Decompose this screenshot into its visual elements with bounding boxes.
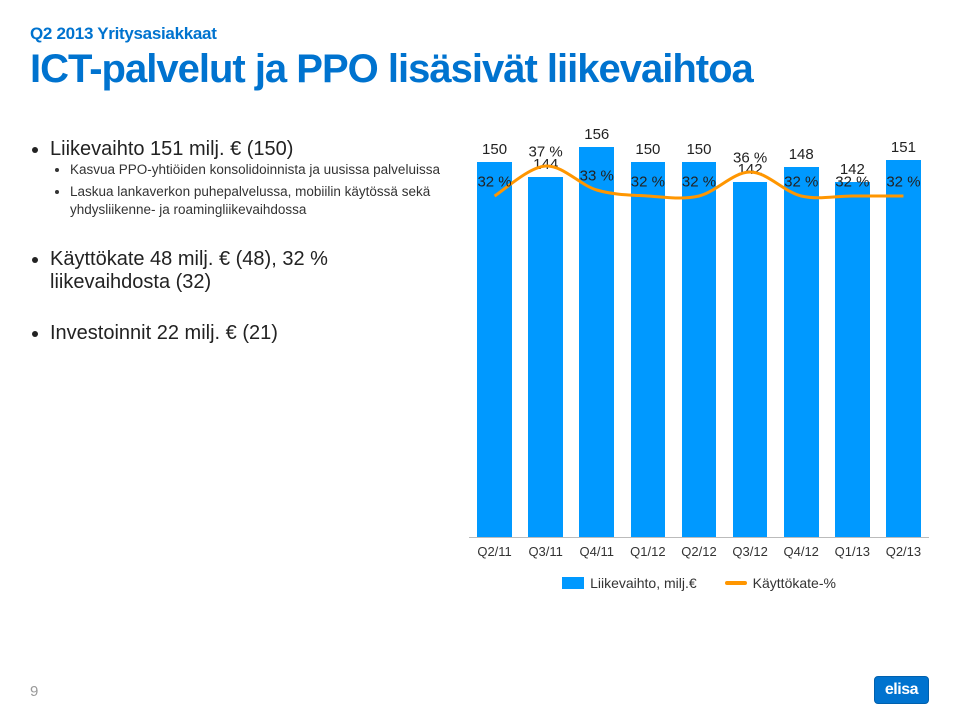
bar: 150	[631, 162, 666, 537]
elisa-logo: elisa	[874, 676, 929, 704]
x-tick: Q4/11	[571, 544, 622, 559]
x-tick: Q2/13	[878, 544, 929, 559]
legend-line-label: Käyttökate-%	[753, 575, 836, 591]
bullets: Liikevaihto 151 milj. € (150) Kasvua PPO…	[30, 138, 449, 591]
legend-line-swatch	[725, 581, 747, 585]
bullet-1-sub-1: Kasvua PPO-yhtiöiden konsolidoinnista ja…	[70, 161, 449, 179]
x-tick: Q4/12	[776, 544, 827, 559]
bar: 148	[784, 167, 819, 537]
bar: 142	[835, 182, 870, 537]
bar-label: 151	[886, 139, 921, 156]
bullet-1-sub-2: Laskua lankaverkon puhepalvelussa, mobii…	[70, 183, 449, 219]
bullet-2: Käyttökate 48 milj. € (48), 32 % liikeva…	[50, 248, 449, 294]
legend-bar: Liikevaihto, milj.€	[562, 575, 697, 591]
bar: 151	[886, 160, 921, 538]
title: ICT-palvelut ja PPO lisäsivät liikevaiht…	[30, 48, 929, 90]
bar: 142	[733, 182, 768, 537]
bar-label: 156	[579, 126, 614, 143]
bar-label: 150	[682, 141, 717, 158]
x-tick: Q2/12	[673, 544, 724, 559]
bar: 156	[579, 147, 614, 537]
x-tick: Q3/11	[520, 544, 571, 559]
x-tick: Q3/12	[725, 544, 776, 559]
bar-label: 150	[477, 141, 512, 158]
pct-label: 37 %	[529, 143, 563, 160]
x-tick: Q2/11	[469, 544, 520, 559]
bar: 144	[528, 177, 563, 537]
slide: Q2 2013 Yritysasiakkaat ICT-palvelut ja …	[0, 0, 959, 722]
bar: 150	[477, 162, 512, 537]
body-row: Liikevaihto 151 milj. € (150) Kasvua PPO…	[30, 138, 929, 591]
eyebrow: Q2 2013 Yritysasiakkaat	[30, 24, 929, 44]
legend-bar-swatch	[562, 577, 584, 589]
pct-label: 32 %	[477, 173, 511, 190]
chart: 15014415615015014214814215132 %37 %33 %3…	[469, 138, 929, 538]
legend-bar-label: Liikevaihto, milj.€	[590, 575, 697, 591]
x-axis: Q2/11Q3/11Q4/11Q1/12Q2/12Q3/12Q4/12Q1/13…	[469, 544, 929, 559]
pct-label: 36 %	[733, 149, 767, 166]
bullet-3: Investoinnit 22 milj. € (21)	[50, 322, 449, 345]
pct-label: 32 %	[835, 173, 869, 190]
x-tick: Q1/12	[622, 544, 673, 559]
bullet-1: Liikevaihto 151 milj. € (150) Kasvua PPO…	[50, 138, 449, 220]
pct-label: 33 %	[580, 167, 614, 184]
x-tick: Q1/13	[827, 544, 878, 559]
bar-label: 148	[784, 146, 819, 163]
pct-label: 32 %	[631, 173, 665, 190]
bullet-1-text: Liikevaihto 151 milj. € (150)	[50, 138, 293, 160]
bar-label: 150	[631, 141, 666, 158]
pct-label: 32 %	[784, 173, 818, 190]
pct-label: 32 %	[886, 173, 920, 190]
legend: Liikevaihto, milj.€ Käyttökate-%	[469, 575, 929, 591]
page-number: 9	[30, 683, 38, 700]
pct-label: 32 %	[682, 173, 716, 190]
legend-line: Käyttökate-%	[725, 575, 836, 591]
chart-wrap: 15014415615015014214814215132 %37 %33 %3…	[469, 138, 929, 591]
bar: 150	[682, 162, 717, 537]
